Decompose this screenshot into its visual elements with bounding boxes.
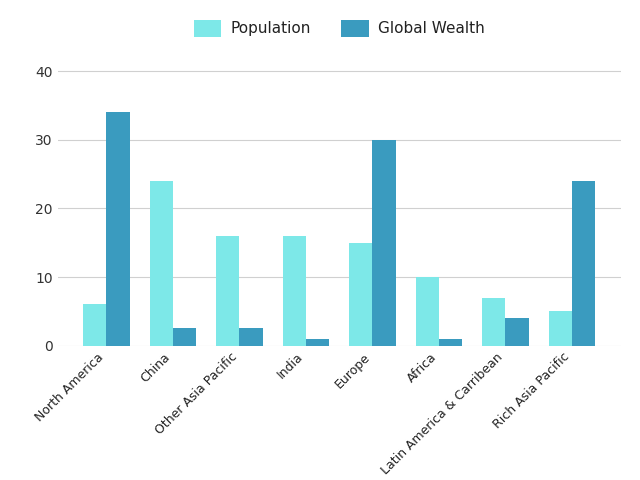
- Bar: [482, 298, 506, 346]
- Bar: [439, 339, 462, 346]
- Bar: [548, 312, 572, 346]
- Bar: [415, 277, 439, 346]
- Bar: [239, 328, 263, 346]
- Bar: [150, 181, 173, 346]
- Bar: [506, 318, 529, 346]
- Bar: [572, 181, 595, 346]
- Legend: Population, Global Wealth: Population, Global Wealth: [188, 13, 491, 43]
- Bar: [83, 304, 106, 346]
- Bar: [306, 339, 329, 346]
- Bar: [106, 112, 130, 346]
- Bar: [173, 328, 196, 346]
- Bar: [372, 140, 396, 346]
- Bar: [216, 236, 239, 346]
- Bar: [349, 243, 372, 346]
- Bar: [283, 236, 306, 346]
